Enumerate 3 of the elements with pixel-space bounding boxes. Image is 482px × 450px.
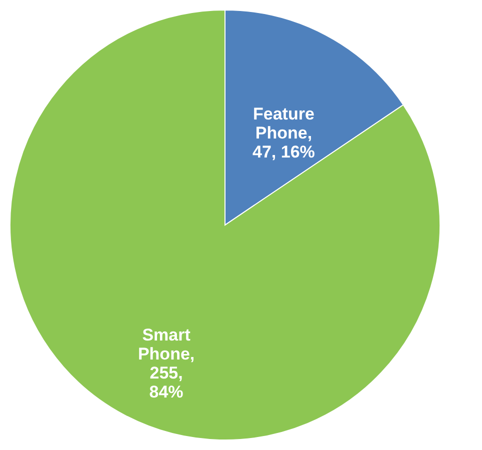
slice-label: Smart Phone, 255, 84%: [138, 325, 195, 402]
slice-label: Feature Phone, 47, 16%: [252, 104, 315, 162]
pie-slice: [10, 10, 440, 440]
